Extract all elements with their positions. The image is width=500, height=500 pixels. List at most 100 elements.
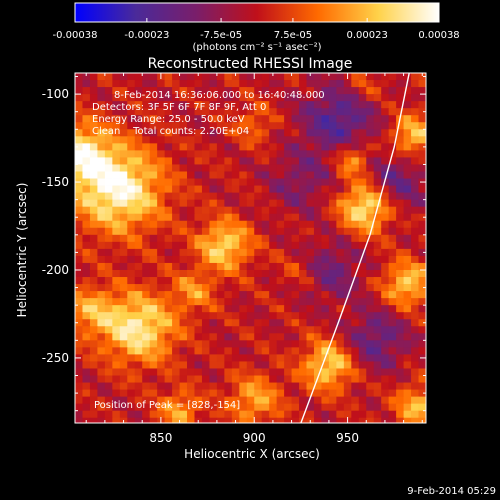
heatmap-cell [396, 241, 404, 250]
heatmap-cell [149, 157, 158, 165]
heatmap-cell [112, 389, 121, 398]
heatmap-cell [366, 136, 375, 144]
heatmap-cell [142, 354, 151, 362]
heatmap-cell [239, 347, 248, 355]
heatmap-cell [381, 206, 390, 215]
heatmap-cell [104, 255, 113, 264]
heatmap-cell [388, 213, 397, 222]
heatmap-cell [187, 87, 195, 95]
heatmap-cell [291, 150, 300, 158]
heatmap-cell [299, 241, 307, 250]
heatmap-cell [194, 192, 203, 201]
heatmap-cell [269, 227, 278, 236]
heatmap-cell [411, 396, 419, 405]
heatmap-cell [119, 241, 128, 250]
heatmap-cell [373, 361, 382, 369]
heatmap-cell [187, 277, 195, 285]
heatmap-cell [104, 73, 113, 81]
heatmap-cell [411, 143, 419, 151]
heatmap-cell [299, 73, 307, 81]
heatmap-cell [231, 396, 240, 405]
heatmap-cell [276, 396, 285, 405]
heatmap-cell [269, 269, 278, 278]
x-axis-label: Heliocentric X (arcsec) [184, 447, 320, 461]
heatmap-cell [172, 262, 180, 271]
heatmap-cell [261, 382, 270, 390]
heatmap-cell [201, 206, 210, 215]
heatmap-cell [194, 312, 203, 320]
heatmap-cell [396, 262, 404, 271]
heatmap-cell [373, 122, 382, 130]
heatmap-cell [269, 136, 278, 144]
heatmap-cell [134, 227, 143, 236]
heatmap-cell [239, 178, 248, 186]
heatmap-cell [418, 347, 426, 355]
heatmap-cell [366, 87, 375, 95]
heatmap-cell [187, 248, 195, 257]
heatmap-cell [276, 347, 285, 355]
heatmap-cell [142, 136, 151, 144]
heatmap-cell [201, 319, 210, 327]
heatmap-cell [276, 298, 285, 306]
heatmap-cell [209, 277, 218, 285]
heatmap-cell [104, 136, 113, 144]
heatmap-cell [194, 361, 203, 369]
heatmap-cell [224, 199, 233, 208]
heatmap-cell [321, 101, 330, 109]
heatmap-cell [254, 354, 263, 362]
heatmap-cell [194, 291, 203, 299]
heatmap-cell [201, 284, 210, 292]
heatmap-cell [209, 213, 218, 222]
heatmap-cell [284, 108, 292, 116]
heatmap-cell [127, 382, 136, 390]
heatmap-cell [194, 298, 203, 306]
heatmap-cell [403, 333, 412, 341]
heatmap-cell [246, 143, 255, 151]
heatmap-cell [164, 319, 173, 327]
heatmap-cell [231, 94, 240, 102]
heatmap-cell [276, 87, 285, 95]
heatmap-cell [381, 312, 390, 320]
heatmap-cell [172, 213, 180, 222]
heatmap-cell [403, 241, 412, 250]
heatmap-cell [269, 115, 278, 123]
heatmap-cell [366, 164, 375, 172]
heatmap-cell [313, 157, 322, 165]
heatmap-cell [149, 368, 158, 376]
heatmap-cell [343, 410, 352, 419]
heatmap-cell [321, 326, 330, 334]
heatmap-cell [231, 284, 240, 292]
heatmap-cell [97, 101, 106, 109]
heatmap-cell [89, 305, 98, 313]
heatmap-cell [104, 220, 113, 229]
heatmap-cell [343, 206, 352, 215]
heatmap-cell [411, 361, 419, 369]
heatmap-cell [89, 234, 98, 243]
heatmap-cell [246, 319, 255, 327]
heatmap-cell [194, 234, 203, 243]
heatmap-cell [343, 255, 352, 264]
heatmap-cell [224, 178, 233, 186]
heatmap-cell [254, 269, 263, 278]
heatmap-cell [164, 354, 173, 362]
heatmap-cell [142, 417, 151, 423]
heatmap-cell [254, 115, 263, 123]
heatmap-cell [269, 319, 278, 327]
heatmap-cell [209, 382, 218, 390]
heatmap-cell [351, 206, 360, 215]
heatmap-cell [299, 319, 307, 327]
heatmap-cell [269, 333, 278, 341]
heatmap-cell [209, 73, 218, 81]
heatmap-cell [246, 410, 255, 419]
heatmap-cell [313, 354, 322, 362]
heatmap-cell [291, 326, 300, 334]
heatmap-cell [276, 410, 285, 419]
heatmap-cell [97, 73, 106, 81]
heatmap-cell [306, 101, 315, 109]
heatmap-cell [149, 150, 158, 158]
heatmap-cell [157, 298, 166, 306]
heatmap-cell [119, 269, 128, 278]
heatmap-cell [261, 347, 270, 355]
heatmap-cell [157, 185, 166, 193]
heatmap-cell [373, 220, 382, 229]
